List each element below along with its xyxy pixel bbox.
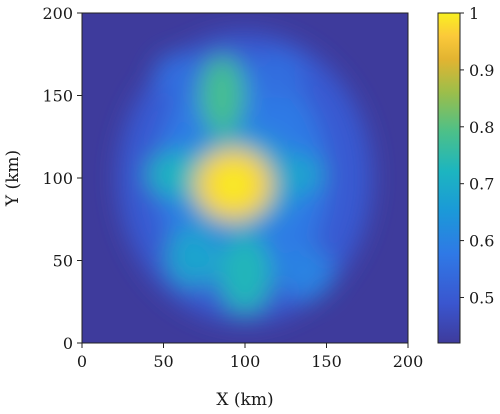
heatmap-feature [199, 55, 245, 136]
y-tick-label: 150 [42, 87, 73, 106]
heatmap-peak-core [217, 168, 250, 202]
heatmap-feature [166, 227, 219, 287]
colorbar: 0.5 0.6 0.7 0.8 0.9 1 [437, 4, 494, 344]
heatmap-feature [251, 52, 304, 99]
colorbar-frame [437, 12, 461, 344]
y-tick-label: 0 [63, 334, 73, 353]
colorbar-tick-label: 0.8 [469, 118, 494, 137]
y-axis-ticks: 0 50 100 150 200 [42, 4, 82, 353]
heatmap-feature [280, 247, 334, 301]
colorbar-tick-label: 0.5 [469, 288, 494, 307]
x-tick-label: 100 [230, 352, 261, 371]
heatmap-field [117, 32, 373, 324]
y-axis-label: Y (km) [3, 150, 23, 207]
colorbar-tick-label: 0.9 [469, 61, 494, 80]
x-axis-label: X (km) [216, 390, 273, 410]
colorbar-ticks: 0.5 0.6 0.7 0.8 0.9 1 [460, 4, 494, 307]
x-tick-label: 50 [153, 352, 173, 371]
heatmap-feature [147, 151, 206, 198]
y-tick-label: 200 [42, 4, 73, 23]
x-tick-label: 200 [393, 352, 424, 371]
colorbar-gradient [438, 13, 460, 343]
x-tick-label: 0 [77, 352, 87, 371]
x-tick-label: 150 [311, 352, 342, 371]
x-axis-ticks: 0 50 100 150 200 [77, 343, 423, 371]
y-tick-label: 100 [42, 169, 73, 188]
colorbar-tick-label: 0.7 [469, 175, 494, 194]
heatmap-feature [218, 234, 272, 314]
heatmap-plot-area [81, 12, 409, 344]
colorbar-tick-label: 1 [469, 4, 479, 23]
heatmap-feature [153, 52, 206, 99]
colorbar-tick-label: 0.6 [469, 232, 494, 251]
y-tick-label: 50 [53, 252, 73, 271]
heatmap-feature [264, 154, 324, 195]
